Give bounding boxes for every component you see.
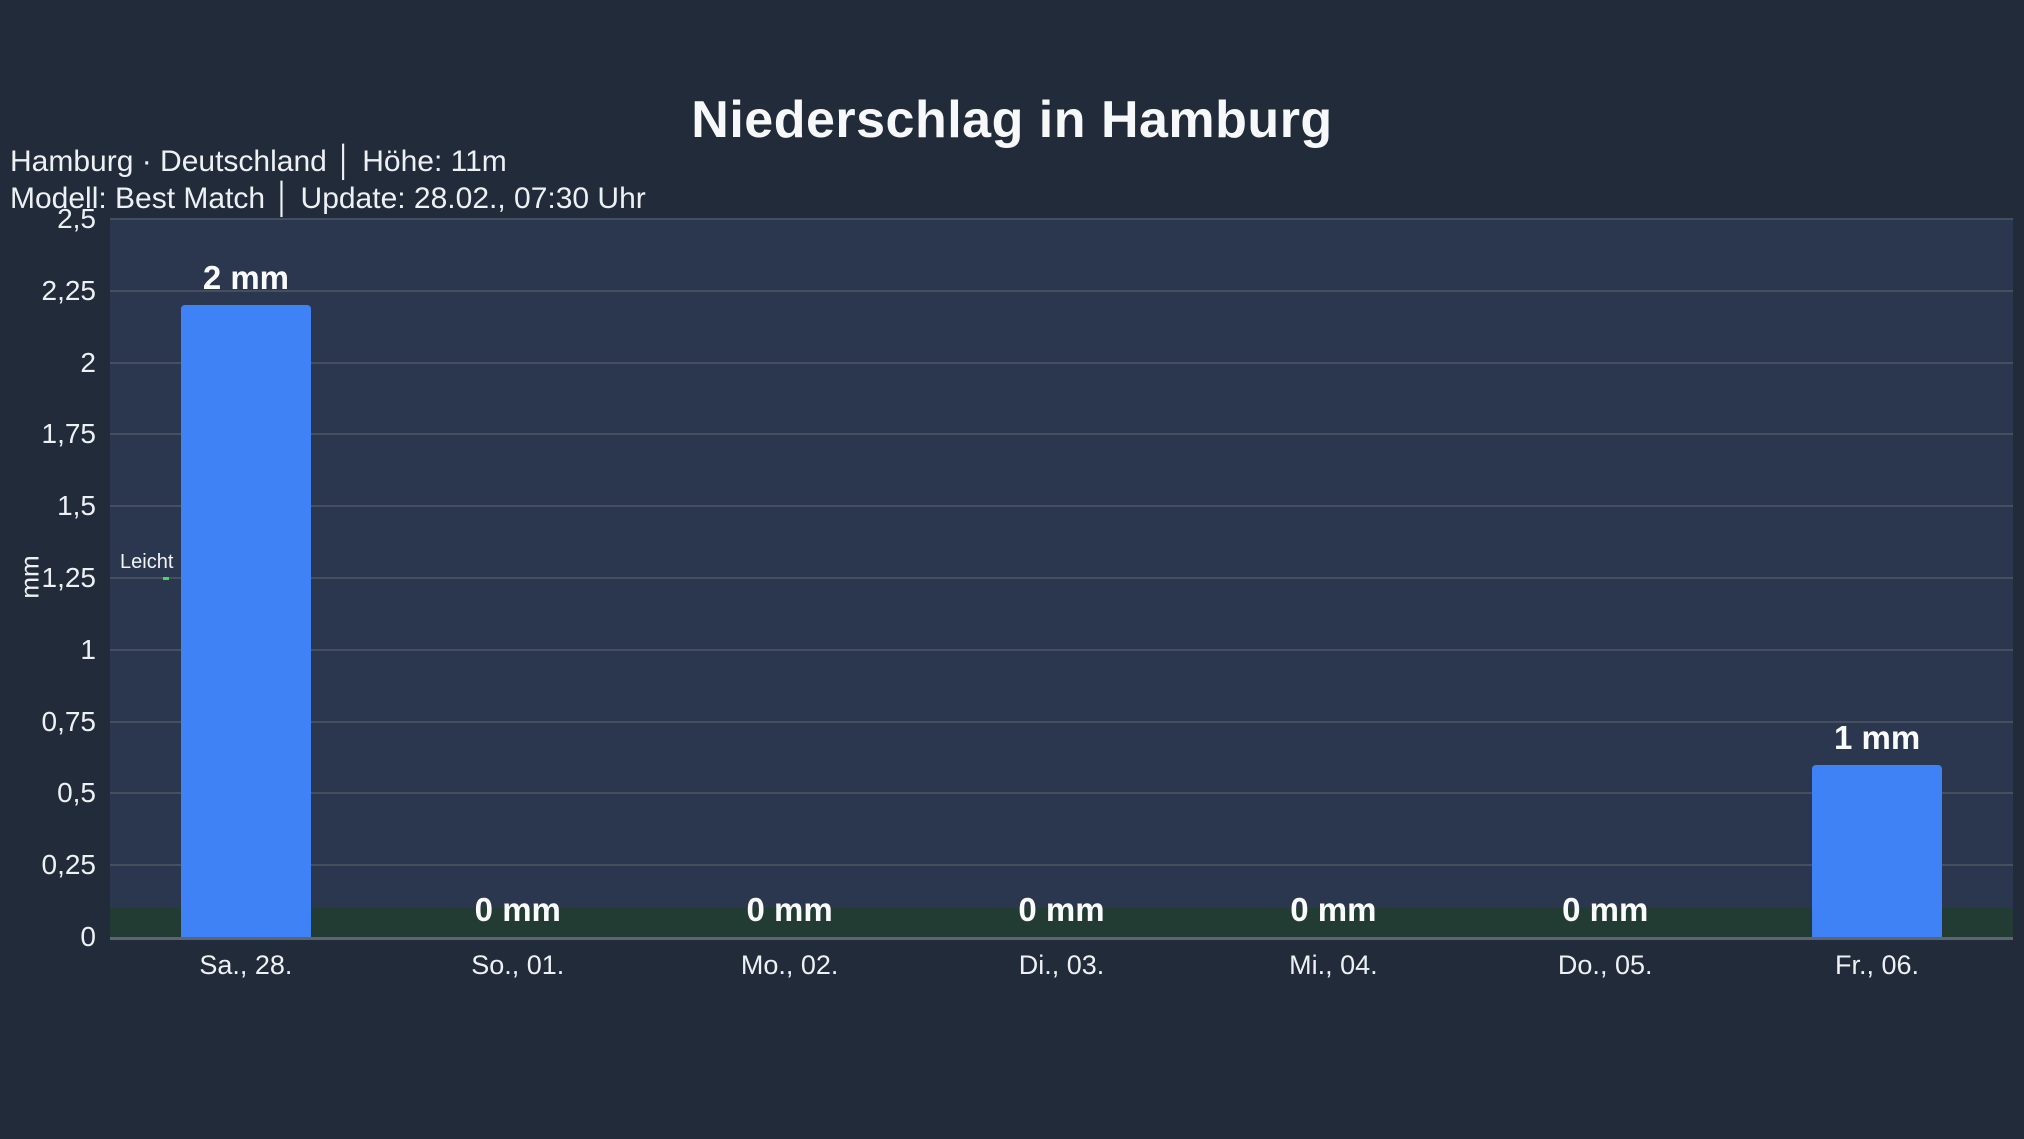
- gridline: [110, 720, 2013, 723]
- plot-area: 2 mm 0 mm 0 mm 0 mm 0 mm 0 mm 1 mm Leicht: [110, 218, 2013, 940]
- location-subtitle: Hamburg · Deutschland │ Höhe: 11m: [10, 145, 507, 178]
- model-subtitle: Modell: Best Match │ Update: 28.02., 07:…: [10, 182, 646, 215]
- bar-value-label: 2 mm: [202, 259, 290, 297]
- y-tick-label: 1,5: [57, 490, 96, 522]
- gridline: [110, 577, 2013, 579]
- bar-value-label: 0 mm: [746, 891, 833, 928]
- bar-value-label: 0 mm: [474, 891, 561, 928]
- x-tick-label: Fr., 06.: [1835, 950, 1920, 980]
- y-tick-label: 1: [80, 633, 96, 665]
- x-tick-label: Mo., 02.: [740, 950, 839, 980]
- y-tick-label: 1,25: [41, 562, 97, 593]
- gridline: [110, 289, 2013, 292]
- leicht-annotation-dash: [163, 577, 169, 580]
- chart-title: Niederschlag in Hamburg: [691, 91, 1333, 149]
- gridline: [110, 218, 2013, 220]
- bar-value-label: 1 mm: [1833, 718, 1921, 756]
- gridline: [110, 433, 2013, 436]
- gridline: [110, 792, 2013, 795]
- y-tick-label: 0,5: [57, 777, 96, 809]
- bar-value-label: 0 mm: [1562, 891, 1649, 928]
- gridline: [110, 505, 2013, 508]
- y-tick-label: 0,75: [41, 705, 97, 737]
- precip-bar: [180, 305, 311, 937]
- x-tick-label: Di., 03.: [1018, 950, 1105, 980]
- x-tick-label: So., 01.: [471, 950, 565, 980]
- light-precip-band: [110, 908, 2013, 937]
- x-tick-label: Do., 05.: [1557, 950, 1653, 980]
- gridline: [110, 864, 2013, 867]
- x-tick-label: Sa., 28.: [199, 950, 293, 980]
- bar-value-label: 0 mm: [1018, 891, 1105, 928]
- y-tick-label: 1,75: [41, 418, 97, 450]
- y-tick-label: 2,25: [41, 274, 97, 306]
- y-tick-label: 0: [80, 921, 96, 952]
- x-tick-label: Mi., 04.: [1289, 950, 1378, 980]
- y-tick-label: 0,25: [41, 849, 97, 881]
- bar-value-label: 0 mm: [1290, 891, 1377, 928]
- gridline: [110, 648, 2013, 651]
- precip-bar: [1812, 764, 1943, 937]
- leicht-annotation-label: Leicht: [120, 551, 174, 573]
- y-tick-label: 2: [80, 346, 96, 378]
- y-tick-label: 2,5: [57, 203, 96, 234]
- gridline: [110, 361, 2013, 364]
